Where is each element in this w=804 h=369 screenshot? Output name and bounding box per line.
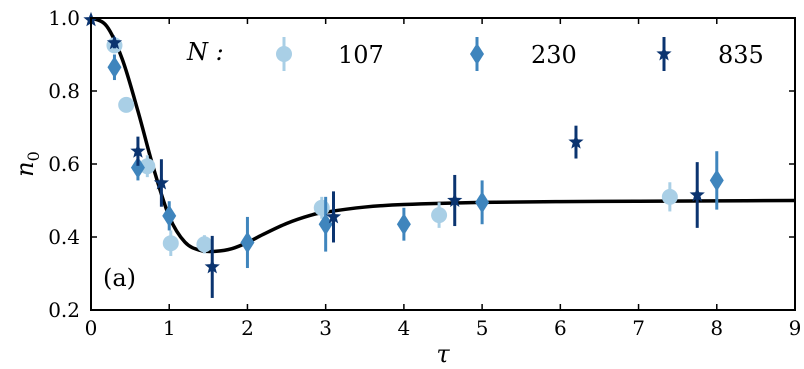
series-107 — [106, 37, 678, 256]
data-point-star — [130, 143, 146, 158]
series-230 — [107, 54, 724, 269]
data-point-star — [447, 192, 463, 207]
data-point-circle — [661, 188, 678, 205]
y-tick-label: 0.6 — [48, 152, 80, 176]
x-tick-label: 3 — [319, 316, 332, 340]
legend-entry-107: 107 — [276, 37, 384, 71]
data-point-diamond — [475, 191, 490, 214]
series-835 — [83, 11, 705, 298]
data-point-diamond — [130, 156, 145, 179]
ticks-layer: 0 1 2 3 4 5 6 7 8 9 0.2 0.4 0.6 0.8 1.0 — [48, 6, 801, 340]
legend-entry-835: 835 — [656, 37, 764, 71]
legend-label: 107 — [338, 41, 384, 69]
data-point-star — [204, 258, 220, 274]
panel-label: (a) — [103, 264, 136, 292]
x-tick-label: 5 — [476, 316, 489, 340]
legend-title: N : — [186, 38, 224, 66]
data-point-star — [325, 208, 342, 224]
x-tick-label: 0 — [85, 316, 98, 340]
x-tick-label: 9 — [789, 316, 802, 340]
y-tick-label: 1.0 — [48, 6, 80, 30]
data-point-circle — [313, 199, 330, 216]
data-point-circle — [196, 236, 213, 253]
legend-label: 835 — [718, 41, 764, 69]
data-point-diamond — [318, 213, 333, 236]
data-point-circle — [431, 207, 448, 224]
data-point-diamond — [107, 56, 122, 79]
data-point-star — [568, 134, 584, 149]
y-tick-label: 0.4 — [48, 225, 80, 249]
series-layer — [83, 11, 724, 298]
x-tick-label: 2 — [241, 316, 254, 340]
y-axis-label-main: n — [11, 161, 39, 176]
legend-label: 230 — [531, 41, 577, 69]
data-point-diamond — [240, 231, 255, 254]
data-point-star — [689, 187, 705, 202]
data-point-diamond — [396, 213, 411, 236]
data-point-circle — [162, 235, 179, 252]
x-tick-label: 7 — [632, 316, 645, 340]
data-point-circle — [118, 96, 135, 113]
x-tick-label: 8 — [710, 316, 723, 340]
data-point-diamond — [162, 204, 177, 227]
y-axis-label: n0 — [11, 151, 43, 177]
y-tick-label: 0.8 — [48, 79, 80, 103]
legend: N : 107 230 835 — [186, 37, 764, 71]
y-axis-label-sub: 0 — [24, 151, 43, 161]
data-point-star — [153, 174, 170, 190]
fit-curve-layer — [91, 18, 795, 254]
fit-curve — [91, 18, 795, 254]
legend-marker-diamond — [470, 43, 484, 65]
data-point-circle — [139, 158, 156, 175]
y-tick-label: 0.2 — [48, 298, 80, 322]
data-point-star — [106, 34, 123, 50]
x-tick-label: 4 — [398, 316, 411, 340]
data-point-diamond — [709, 169, 724, 192]
x-tick-label: 6 — [554, 316, 567, 340]
x-tick-label: 1 — [163, 316, 176, 340]
legend-marker-star — [656, 46, 672, 61]
legend-entry-230: 230 — [470, 37, 577, 71]
legend-marker-circle — [276, 46, 292, 62]
x-axis-label: τ — [436, 340, 450, 368]
